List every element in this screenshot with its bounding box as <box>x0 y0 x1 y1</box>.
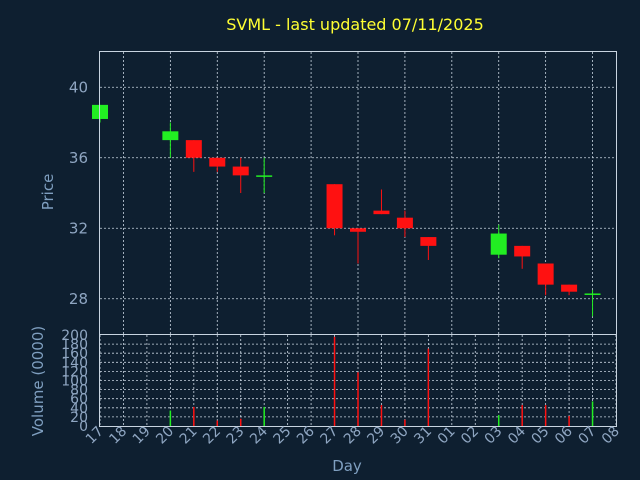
volume-tick-label: 180 <box>61 337 88 353</box>
x-tick-label: 07 <box>575 424 599 448</box>
candle-body <box>326 184 343 229</box>
candle-body <box>396 217 413 229</box>
price-tick-label: 32 <box>69 219 88 237</box>
x-tick-label: 06 <box>552 423 576 447</box>
volume-tick-label: 80 <box>70 383 88 399</box>
candle-body <box>256 175 273 177</box>
candle-body <box>209 157 226 167</box>
candle-body <box>185 140 202 158</box>
candle-body <box>420 237 437 246</box>
x-axis-ticks: 17 18 19 20 21 22 23 24 25 26 27 28 29 30 31 01 02 03 04 05… <box>83 423 623 447</box>
candle-body <box>514 245 531 257</box>
volume-tick-label: 200 <box>61 328 88 344</box>
x-tick-label: 24 <box>247 423 271 447</box>
volume-tick-label: 20 <box>70 410 88 426</box>
volume-tick-label: 120 <box>61 364 88 380</box>
x-tick-label: 05 <box>529 424 553 448</box>
volume-tick-label: 160 <box>61 346 88 362</box>
volume-tick-label: 0 <box>79 419 88 435</box>
volume-tick-label: 40 <box>70 401 88 417</box>
candle-body <box>232 166 249 176</box>
x-tick-label: 21 <box>177 424 201 448</box>
x-tick-label: 04 <box>505 423 529 447</box>
x-tick-label: 20 <box>153 424 177 448</box>
x-tick-label: 22 <box>200 424 224 448</box>
volume-bars <box>169 336 594 426</box>
x-axis-label: Day <box>332 457 362 475</box>
price-grid <box>100 52 616 334</box>
price-panel: 28 32 36 40 Price <box>39 51 617 335</box>
x-tick-label: 31 <box>411 424 435 448</box>
x-tick-label: 18 <box>106 424 130 448</box>
price-y-ticks: 28 32 36 40 <box>69 78 88 308</box>
candle-body <box>584 293 601 295</box>
price-tick-label: 36 <box>69 149 88 167</box>
candle-body <box>162 131 179 141</box>
price-tick-label: 40 <box>69 78 88 96</box>
x-tick-label: 01 <box>435 424 459 448</box>
candle-body <box>490 233 507 255</box>
price-candles <box>92 104 601 317</box>
volume-tick-label: 100 <box>61 374 88 390</box>
volume-tick-label: 140 <box>61 355 88 371</box>
x-tick-label: 30 <box>388 424 412 448</box>
x-tick-label: 27 <box>317 424 341 448</box>
volume-panel-frame <box>99 334 617 427</box>
x-tick-label: 19 <box>130 424 154 448</box>
x-tick-label: 25 <box>271 424 295 448</box>
volume-axis-label: Volume (0000) <box>29 326 47 436</box>
chart-title: SVML - last updated 07/11/2025 <box>226 15 484 34</box>
x-tick-label: 26 <box>294 423 318 447</box>
volume-tick-label: 60 <box>70 392 88 408</box>
candle-body <box>373 210 390 215</box>
x-tick-label: 02 <box>458 424 482 448</box>
candle-body <box>561 284 578 292</box>
candle-body <box>537 263 554 285</box>
price-tick-label: 28 <box>69 290 88 308</box>
x-tick-label: 28 <box>341 424 365 448</box>
price-axis-label: Price <box>39 174 57 211</box>
x-tick-label: 23 <box>224 424 248 448</box>
x-tick-label: 08 <box>599 424 623 448</box>
x-tick-label: 03 <box>482 424 506 448</box>
candle-body <box>350 228 366 232</box>
x-tick-label: 29 <box>364 424 388 448</box>
